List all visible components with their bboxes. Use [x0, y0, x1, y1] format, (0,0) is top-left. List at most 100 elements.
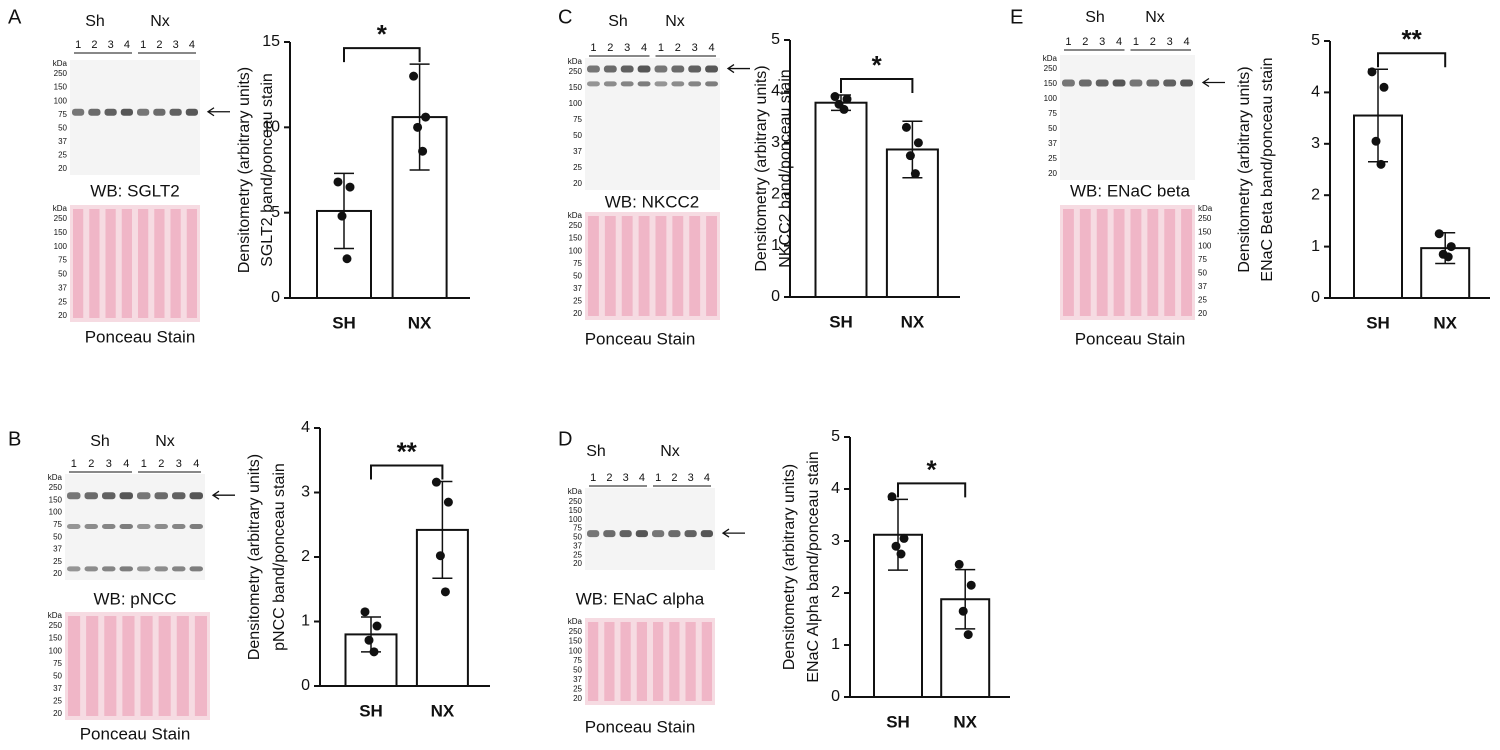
lane-number: 1: [655, 472, 661, 484]
y-tick-label: 0: [271, 289, 280, 306]
lane-number: 4: [1184, 36, 1190, 48]
x-tick-label: SH: [829, 312, 853, 331]
band-arrow: [1201, 77, 1225, 88]
blot-band: [154, 566, 168, 572]
group-label: Sh: [608, 13, 628, 30]
lane-number: 3: [108, 39, 114, 51]
y-axis-label: Densitometry (arbitrary units): [781, 464, 798, 670]
marker-label: 25: [53, 697, 62, 706]
data-point: [435, 551, 445, 561]
ponceau-lane: [672, 216, 684, 316]
lane-number: 3: [1167, 36, 1173, 48]
marker-label: 20: [1198, 309, 1207, 318]
marker-label: 20: [573, 559, 582, 568]
marker-label: 75: [573, 656, 582, 665]
blot-band: [137, 108, 150, 116]
marker-label: 25: [573, 685, 582, 694]
marker-label: 150: [569, 83, 583, 92]
blot-band: [104, 108, 117, 116]
ponceau-lane: [158, 616, 171, 716]
y-tick-label: 1: [831, 636, 840, 653]
ponceau-image: [585, 618, 715, 705]
marker-label: 50: [1048, 124, 1057, 133]
group-label: Sh: [1085, 9, 1105, 26]
blot-band: [137, 492, 151, 500]
data-point: [1434, 229, 1444, 239]
lane-number: 4: [639, 472, 645, 484]
blot-band: [189, 566, 203, 572]
blot-band: [652, 530, 665, 538]
blot-band: [603, 81, 617, 87]
data-point: [364, 635, 374, 645]
lane-number: 2: [91, 39, 97, 51]
blot-band: [668, 530, 681, 538]
marker-label: 75: [1048, 109, 1057, 118]
lane-number: 2: [1082, 36, 1088, 48]
lane-number: 4: [1116, 36, 1122, 48]
y-axis-label: pNCC band/ponceau stain: [271, 463, 288, 651]
blot-band: [587, 530, 600, 538]
ponceau-image: [65, 612, 210, 720]
blot-band: [84, 492, 98, 500]
data-point: [1367, 67, 1377, 77]
marker-label: 75: [573, 115, 582, 124]
blot-band: [620, 65, 634, 73]
lane-number: 4: [123, 458, 129, 470]
ponceau-lane: [1079, 209, 1091, 316]
y-axis-label: Densitometry (arbitrary units): [236, 67, 253, 273]
lane-number: 2: [156, 39, 162, 51]
y-tick-label: 5: [271, 204, 280, 221]
data-point: [1376, 159, 1386, 169]
ponceau-lane: [1063, 209, 1074, 316]
y-tick-label: 5: [771, 31, 780, 48]
blot-band: [67, 492, 81, 500]
ponceau-lane: [638, 216, 650, 316]
ponceau-lane: [176, 616, 189, 716]
y-tick-label: 0: [771, 288, 780, 305]
blot-band: [169, 108, 182, 116]
marker-label: 20: [53, 709, 62, 718]
marker-label: 150: [569, 506, 583, 515]
marker-label: 250: [569, 67, 583, 76]
ponceau-lane: [86, 616, 99, 716]
error-bar: [334, 172, 354, 250]
marker-label: 37: [53, 684, 62, 693]
blot-image: [585, 58, 720, 190]
ponceau-image: [70, 205, 200, 322]
data-point: [1371, 136, 1381, 146]
ponceau-lane: [121, 209, 132, 318]
marker-label: 150: [1198, 228, 1212, 237]
marker-label: 25: [58, 151, 67, 160]
data-point: [910, 169, 920, 179]
blot-band: [154, 524, 168, 529]
data-point: [1443, 252, 1453, 262]
data-point: [409, 71, 419, 81]
lane-number: 4: [189, 39, 195, 51]
group-label: Sh: [90, 433, 110, 450]
panel-letter: A: [8, 6, 22, 28]
data-point: [905, 151, 915, 161]
ponceau-lane: [89, 209, 100, 318]
kda-label: kDa: [568, 617, 583, 626]
blot-band: [705, 81, 718, 87]
marker-label: 20: [58, 311, 67, 320]
marker-label: 75: [573, 524, 582, 533]
blot-band: [137, 566, 151, 572]
marker-label: 100: [569, 246, 583, 255]
ponceau-lane: [588, 216, 599, 316]
marker-label: 20: [1048, 169, 1057, 178]
marker-label: 100: [49, 646, 63, 655]
blot-band: [654, 81, 668, 87]
data-point: [899, 533, 909, 543]
lane-number: 4: [704, 472, 710, 484]
ponceau-lane: [194, 616, 207, 716]
lane-number: 1: [141, 458, 147, 470]
x-tick-label: SH: [359, 701, 383, 720]
data-point: [413, 122, 423, 132]
marker-label: 37: [1048, 139, 1057, 148]
ponceau-lane: [68, 616, 81, 716]
ponceau-lane: [138, 209, 149, 318]
marker-label: 75: [53, 520, 62, 529]
marker-label: 50: [573, 271, 582, 280]
marker-label: 100: [54, 96, 68, 105]
